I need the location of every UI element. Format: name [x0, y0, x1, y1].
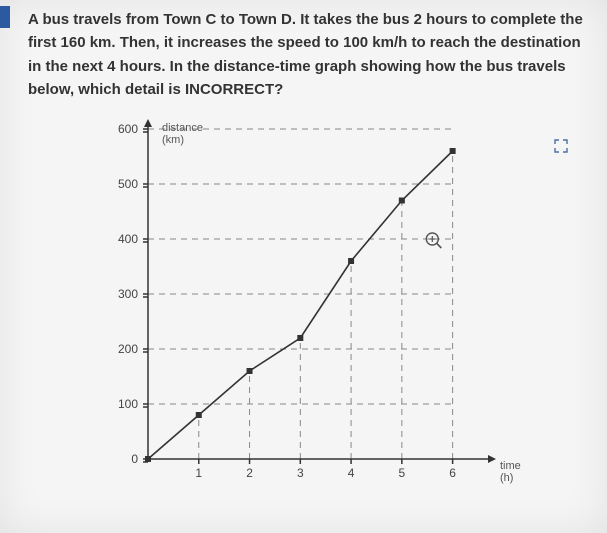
y-tick-label: 100: [118, 397, 138, 411]
fullscreen-icon[interactable]: [553, 138, 569, 154]
y-tick-label: 300: [118, 287, 138, 301]
distance-time-chart: 0 100 200 300 400 500 600 1 2 3 4 5 6 distance(km) tim…: [90, 119, 550, 509]
y-axis-label: distance: [162, 122, 203, 134]
data-point: [145, 456, 151, 462]
zoom-icon[interactable]: [426, 233, 441, 248]
data-point: [247, 368, 253, 374]
y-arrow: [144, 119, 152, 127]
y-tick-label: 600: [118, 122, 138, 136]
x-arrow: [488, 455, 496, 463]
question-badge: [0, 6, 10, 28]
y-tick-label: 400: [118, 232, 138, 246]
data-point: [450, 148, 456, 154]
y-tick-label: 0: [131, 452, 138, 466]
x-tick-label: 4: [348, 466, 355, 480]
data-point: [196, 412, 202, 418]
x-tick-label: 2: [246, 466, 253, 480]
y-tick-label: 200: [118, 342, 138, 356]
chart-svg: 0 100 200 300 400 500 600 1 2 3 4 5 6 distance(km) tim…: [90, 119, 550, 509]
data-point: [348, 258, 354, 264]
x-tick-label: 5: [399, 466, 406, 480]
question-text: A bus travels from Town C to Town D. It …: [0, 0, 607, 113]
x-axis-unit: (h): [500, 472, 513, 484]
x-tick-label: 3: [297, 466, 304, 480]
y-axis-unit: (km): [162, 134, 184, 146]
x-tick-label: 6: [449, 466, 456, 480]
data-point: [399, 198, 405, 204]
y-tick-label: 500: [118, 177, 138, 191]
data-point: [297, 335, 303, 341]
x-tick-label: 1: [195, 466, 202, 480]
x-axis-label: time: [500, 460, 521, 472]
